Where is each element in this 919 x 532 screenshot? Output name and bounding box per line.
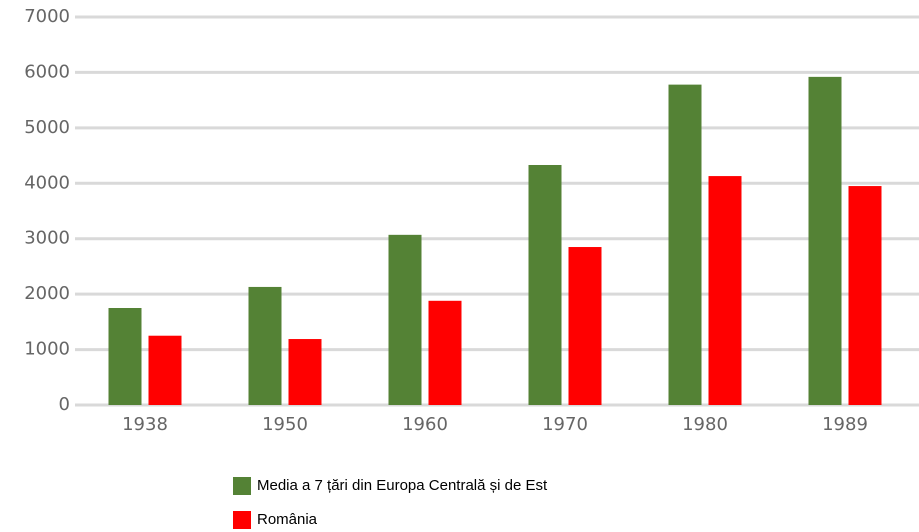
x-tick-label: 1938 (122, 414, 168, 435)
legend-label: Media a 7 țări din Europa Centrală și de… (257, 477, 548, 494)
x-tick-label: 1970 (542, 414, 588, 435)
x-tick-label: 1989 (822, 414, 868, 435)
x-tick-label: 1960 (402, 414, 448, 435)
y-tick-label: 6000 (24, 61, 70, 82)
bar (388, 234, 422, 405)
bar (568, 247, 602, 405)
legend-swatch (233, 511, 251, 529)
y-tick-label: 3000 (24, 228, 70, 249)
y-tick-label: 0 (59, 394, 70, 415)
y-tick-label: 4000 (24, 172, 70, 193)
bar (668, 84, 702, 405)
x-tick-label: 1980 (682, 414, 728, 435)
bar (848, 186, 882, 405)
y-tick-label: 7000 (24, 6, 70, 27)
x-tick-label: 1950 (262, 414, 308, 435)
legend-label: România (257, 511, 318, 528)
bar (148, 335, 182, 405)
bar (248, 286, 282, 405)
legend-swatch (233, 477, 251, 495)
bar (288, 339, 322, 405)
bar (708, 176, 742, 405)
y-tick-label: 5000 (24, 117, 70, 138)
y-tick-label: 1000 (24, 339, 70, 360)
bar (108, 308, 142, 405)
bar (428, 300, 462, 405)
y-tick-label: 2000 (24, 283, 70, 304)
bar (808, 76, 842, 405)
bar (528, 164, 562, 405)
